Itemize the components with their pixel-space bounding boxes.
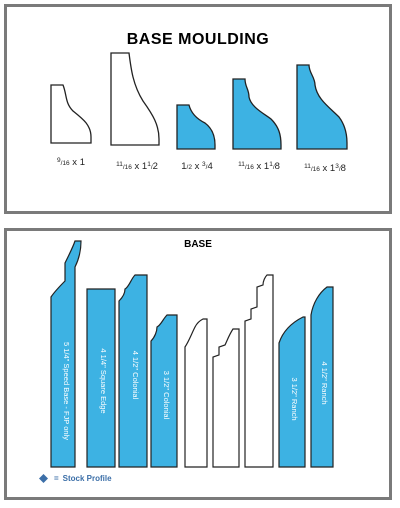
moulding-size-label-5: 11/16 x 13/8 [304,163,346,174]
base-moulding-diagram: 9/16 x 1 11/16 x 11/2 1/2 x 3/4 11/16 x … [50,52,348,174]
stock-profile-legend: = Stock Profile [39,474,112,483]
panel-title: BASE MOULDING [126,31,270,48]
base-profile-2 [86,288,116,468]
moulding-profile-1 [50,84,92,144]
legend-text: Stock Profile [62,474,112,483]
base-profile-label-3: 4 1/2" Colonial [131,351,140,400]
base-profile-9 [310,286,334,468]
legend-equals: = [54,474,59,483]
base-profile-label-9: 4 1/2" Ranch [320,361,329,404]
base-profile-label-1: 5 1/4" Speed Base - FJP only [62,342,71,440]
moulding-profile-4 [232,78,282,150]
base-profile-6 [212,328,240,468]
moulding-size-label-1: 9/16 x 1 [57,157,85,168]
base-profile-7 [244,274,274,468]
base-profile-label-8: 3 1/2" Ranch [290,377,299,420]
panel-title: BASE [184,239,212,250]
moulding-size-label-4: 11/16 x 11/8 [238,161,280,172]
moulding-profile-5 [296,64,348,150]
base-profile-4 [150,314,178,468]
base-profile-1 [50,240,82,468]
base-moulding-panel: BASE MOULDING 9/16 x 1 11/16 x 11/2 1/2 … [4,4,392,214]
base-profile-3 [118,274,148,468]
base-profiles-diagram: 5 1/4" Speed Base - FJP only 4 1/4" Squa… [50,240,334,468]
base-panel: BASE 5 1/4" Speed Base - FJP only 4 1/4"… [4,228,392,500]
moulding-size-label-3: 1/2 x 3/4 [181,161,213,172]
diamond-icon [39,474,48,483]
moulding-size-label-2: 11/16 x 11/2 [116,161,158,172]
moulding-profile-3 [176,104,216,150]
base-profile-5 [184,318,208,468]
base-profile-label-2: 4 1/4" Square Edge [99,348,108,413]
base-profile-8 [278,316,306,468]
moulding-profile-2 [110,52,160,146]
base-profile-label-4: 3 1/2" Colonial [162,371,171,420]
